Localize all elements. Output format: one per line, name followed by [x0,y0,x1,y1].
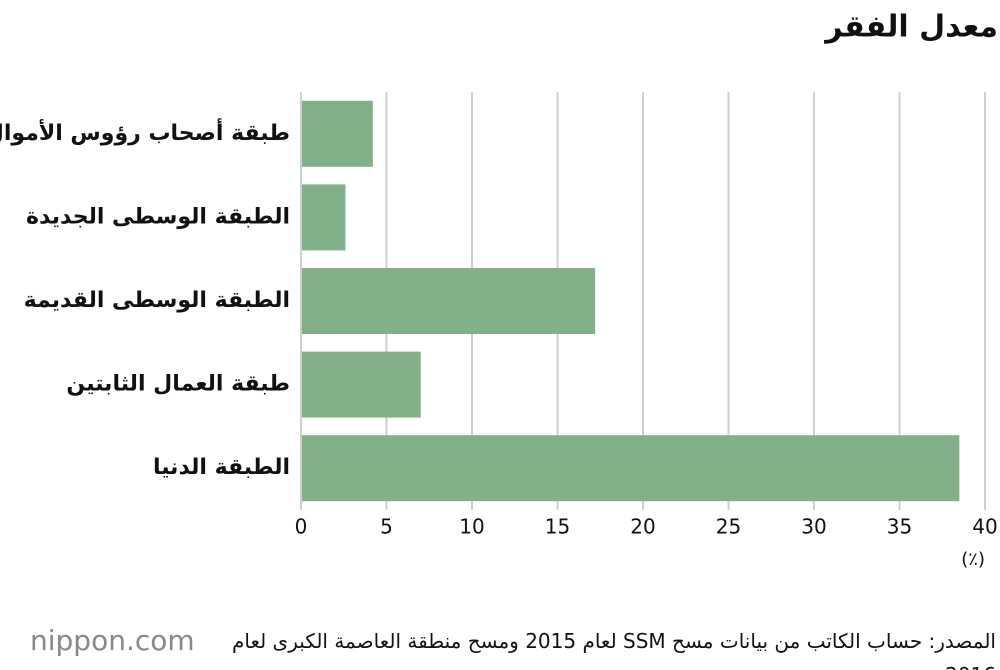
y-tick-label: الطبقة الوسطى القديمة [24,288,290,313]
x-tick-label: 35 [887,515,912,539]
chart-title: معدل الفقر [823,10,998,45]
x-tick-label: 0 [295,515,308,539]
x-tick-label: 20 [630,515,655,539]
y-tick-label: الطبقة الوسطى الجديدة [26,204,290,229]
x-tick-label: 15 [545,515,570,539]
x-tick-label: 30 [801,515,826,539]
bar [301,100,373,167]
x-tick-label: 40 [972,515,997,539]
bar [301,351,421,418]
x-tick-label: 5 [380,515,393,539]
chart: معدل الفقر (٪) 0 5 10 15 20 25 30 35 40 طبقة أصحا… [0,10,998,571]
x-axis-label: (٪) [961,549,985,570]
y-tick-label: طبقة العمال الثابتين [66,372,290,397]
y-tick-label: طبقة أصحاب رؤوس الأموال [0,117,290,146]
x-tick-label: 25 [716,515,741,539]
x-tick-label: 10 [459,515,484,539]
bar [301,268,596,334]
y-tick-label: الطبقة الدنيا [153,455,290,480]
source-note: المصدر: حساب الكاتب من بيانات مسح SSM لع… [231,629,996,670]
logo: nippon.com [30,624,195,657]
bar [301,184,346,251]
bar [301,435,960,502]
